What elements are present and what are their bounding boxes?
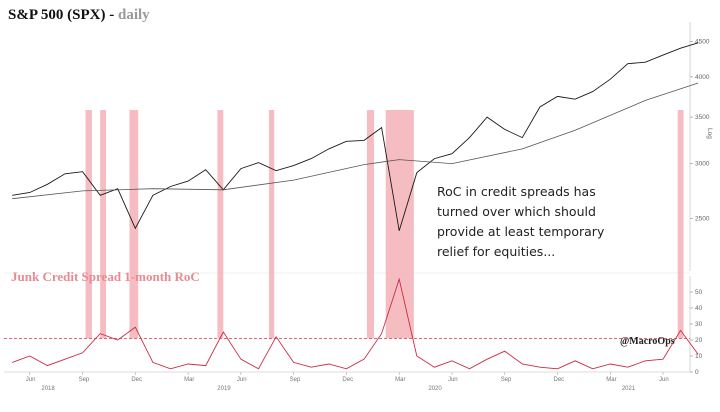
x-tick-label: Mar (606, 377, 616, 383)
x-tick-label: Dec (553, 377, 564, 383)
price-axis: 4500 4000 3500 3000 2500 Log (690, 38, 713, 222)
note-line-3: provide at least temporary (437, 224, 605, 239)
x-year-label: 2020 (428, 386, 442, 392)
x-tick-label: Sep (501, 377, 512, 383)
chart-title-main: S&P 500 (SPX) - (8, 7, 114, 23)
roc-tick-label: 10 (695, 353, 703, 360)
price-tick-label: 4000 (695, 74, 710, 81)
price-tick-label: 3000 (695, 161, 710, 168)
highlight-band (217, 110, 224, 339)
x-tick-label: Jun (659, 377, 669, 383)
x-tick-label: Sep (79, 377, 90, 383)
indicator-label: Junk Credit Spread 1-month RoC (11, 269, 200, 284)
price-line (12, 42, 699, 231)
highlight-band (269, 110, 275, 339)
price-panel (12, 42, 699, 231)
x-tick-label: Jun (26, 377, 36, 383)
note-line-2: turned over which should (437, 204, 596, 219)
roc-tick-label: 30 (695, 321, 703, 328)
x-tick-label: Dec (131, 377, 142, 383)
roc-tick-label: 0 (695, 369, 699, 376)
annotation-note: RoC in credit spreads has turned over wh… (437, 184, 605, 259)
x-tick-label: Mar (395, 377, 405, 383)
note-line-1: RoC in credit spreads has (437, 184, 596, 199)
chart-title: S&P 500 (SPX) - daily (8, 7, 150, 23)
highlight-band (85, 110, 92, 339)
highlight-band (677, 110, 684, 339)
x-year-label: 2018 (41, 386, 55, 392)
x-axis: Jun Sep Dec Mar Jun Sep Dec Mar Jun Sep Dec Mar Jun 2… (26, 372, 669, 392)
price-tick-label: 4500 (695, 38, 710, 45)
roc-panel: 50 40 30 20 10 0 (4, 277, 703, 376)
roc-tick-label: 20 (695, 337, 703, 344)
x-tick-label: Jun (448, 377, 458, 383)
moving-average-line (12, 82, 699, 200)
price-tick-label: 3500 (695, 114, 710, 121)
x-tick-label: Jun (237, 377, 247, 383)
chart-title-frequency: daily (118, 7, 150, 23)
x-year-label: 2021 (622, 386, 636, 392)
x-tick-label: Sep (290, 377, 301, 383)
log-scale-label: Log (706, 128, 713, 139)
highlight-band (385, 110, 414, 339)
note-line-4: relief for equities... (437, 244, 555, 259)
roc-line (12, 277, 699, 370)
roc-tick-label: 40 (695, 305, 703, 312)
highlight-band (100, 110, 107, 339)
roc-tick-label: 50 (695, 289, 703, 296)
x-tick-label: Dec (342, 377, 353, 383)
x-year-label: 2019 (217, 386, 231, 392)
credit-handle: @MacroOps (620, 336, 675, 347)
x-tick-label: Mar (184, 377, 194, 383)
highlight-band (366, 110, 374, 339)
price-tick-label: 2500 (695, 215, 710, 222)
